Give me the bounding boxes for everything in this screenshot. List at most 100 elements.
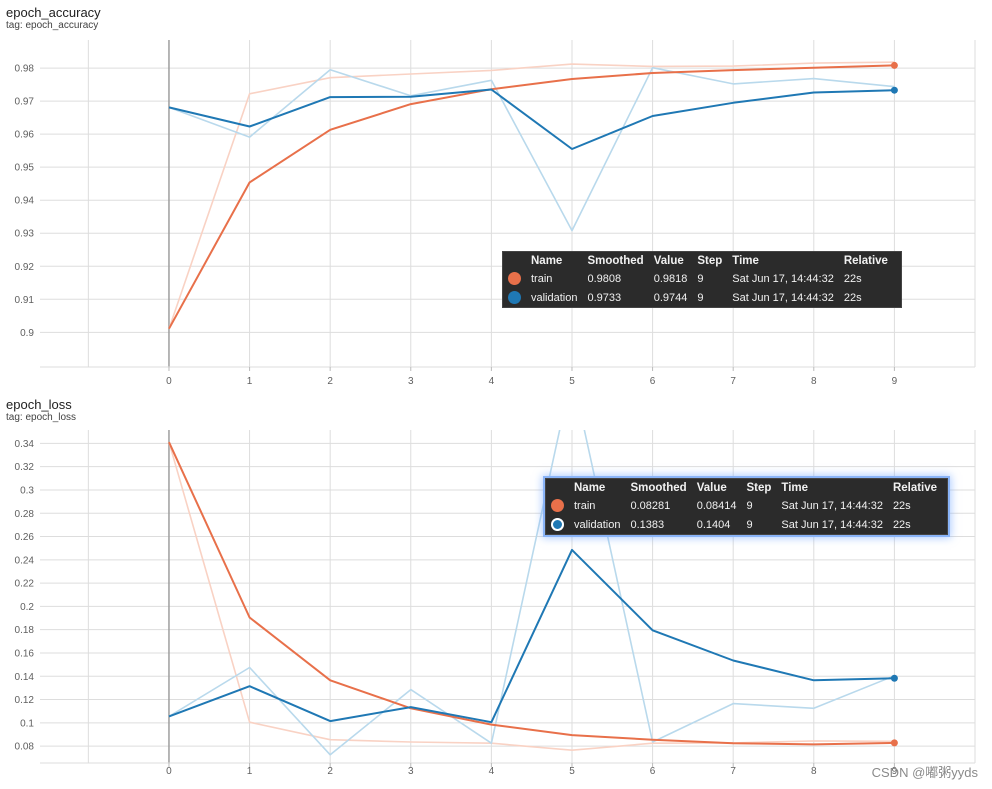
y-tick-label: 0.12 [15,695,35,706]
x-tick-label: 2 [327,766,333,777]
series-color-dot [508,272,521,285]
y-tick-label: 0.34 [15,439,35,450]
tooltip-row: train 0.9808 0.9818 9 Sat Jun 17, 14:44:32 22… [503,269,893,288]
accuracy-tooltip: Name Smoothed Value Step Time Relative train 0.… [502,251,902,308]
x-tick-label: 4 [489,766,495,777]
tooltip-header-cell: Name [574,482,606,494]
tooltip-smoothed: 0.9808 [587,272,622,285]
panel-tag: tag: epoch_loss [6,412,77,423]
tooltip-header-cell: Relative [843,255,888,267]
series-color-dot [508,291,521,304]
x-tick-label: 8 [811,376,817,387]
series-group [168,61,895,330]
tooltip-name: validation [574,518,621,531]
tooltip-header-cell: Value [696,482,727,494]
tooltip-row: validation 0.1383 0.1404 9 Sat Jun 17, 14:44… [546,515,942,534]
panel-title: epoch_loss [6,397,72,412]
x-tick-label: 8 [811,766,817,777]
tooltip-time: Sat Jun 17, 14:44:32 [732,291,834,304]
tooltip-relative: 22s [843,272,862,285]
tooltip-table: Name Smoothed Value Step Time Relative train 0.… [503,252,893,307]
loss-panel: epoch_loss tag: epoch_loss 0.08 0.1 0.12 0.… [0,392,992,789]
y-tick-label: 0.94 [15,196,35,207]
x-tick-label: 2 [327,376,333,387]
y-tick-label: 0.14 [15,672,35,683]
tooltip-name: train [574,499,596,512]
tooltip-header-cell: Step [697,255,723,267]
tooltip-table: Name Smoothed Value Step Time Relative train 0.… [546,479,942,534]
x-tick-label: 1 [247,766,253,777]
tooltip-header-row: Name Smoothed Value Step Time Relative [546,479,942,496]
loss-tooltip: Name Smoothed Value Step Time Relative train 0.… [545,478,948,535]
y-tick-label: 0.98 [15,64,35,75]
accuracy-panel: epoch_accuracy tag: epoch_accuracy 0.9 0.… [0,0,992,392]
y-tick-label: 0.1 [20,718,34,729]
tooltip-step: 9 [746,499,753,512]
x-tick-label: 9 [892,376,898,387]
tooltip-relative: 22s [892,499,911,512]
accuracy-chart[interactable]: 0.9 0.91 0.92 0.93 0.94 0.95 0.96 0.97 0.98 0 1 2 3 4… [0,0,992,392]
tooltip-step: 9 [697,291,704,304]
tooltip-time: Sat Jun 17, 14:44:32 [781,518,883,531]
panel-title: epoch_accuracy [6,5,101,20]
y-tick-label: 0.95 [15,163,35,174]
tooltip-step: 9 [697,272,704,285]
x-tick-label: 7 [730,376,736,387]
train-smoothed-line [168,64,895,330]
validation-smoothed-line [168,88,895,150]
tooltip-smoothed: 0.9733 [587,291,622,304]
tooltip-value: 0.08414 [696,499,737,512]
tooltip-header-cell: Time [781,482,809,494]
tooltip-name: train [531,272,553,285]
tooltip-time: Sat Jun 17, 14:44:32 [732,272,834,285]
series-group [168,430,895,756]
tooltip-step: 9 [746,518,753,531]
x-tick-label: 3 [408,766,414,777]
tooltip-time: Sat Jun 17, 14:44:32 [781,499,883,512]
y-tick-label: 0.93 [15,229,35,240]
tooltip-header-cell: Time [732,255,759,267]
tooltip-row: validation 0.9733 0.9744 9 Sat Jun 17, 14:44… [503,288,893,307]
y-tick-label: 0.28 [15,509,35,520]
tooltip-name: validation [531,291,578,304]
x-tick-label: 9 [892,766,898,777]
y-tick-label: 0.91 [15,295,35,306]
y-tick-label: 0.32 [15,462,35,473]
x-tick-label: 4 [489,376,495,387]
x-tick-label: 5 [569,376,575,387]
y-tick-label: 0.96 [15,130,35,141]
y-tick-label: 0.22 [15,579,35,590]
x-tick-label: 0 [166,376,172,387]
y-tick-label: 0.9 [20,328,34,339]
watermark: CSDN @嘟粥yyds [871,765,978,780]
validation-raw-line [168,66,895,232]
x-tick-label: 6 [650,766,656,777]
validation-raw-line [168,430,895,756]
tooltip-relative: 22s [843,291,862,304]
x-tick-label: 0 [166,766,172,777]
tooltip-value: 0.1404 [696,518,731,531]
train-raw-line [168,441,895,752]
tooltip-header-cell: Step [746,482,772,494]
validation-smoothed-line [168,548,895,724]
tooltip-value: 0.9744 [653,291,688,304]
tooltip-relative: 22s [892,518,911,531]
y-tick-label: 0.16 [15,648,35,659]
x-tick-label: 6 [650,376,656,387]
series-color-dot [551,518,564,531]
y-tick-label: 0.18 [15,625,35,636]
x-tick-label: 7 [730,766,736,777]
train-end-marker [890,739,898,747]
tooltip-header-cell [503,252,526,269]
validation-end-marker [890,86,898,94]
train-smoothed-line [168,441,895,746]
tooltip-header-cell: Smoothed [630,482,687,494]
train-raw-line [168,61,895,329]
tooltip-smoothed: 0.08281 [630,499,671,512]
loss-chart[interactable]: 0.08 0.1 0.12 0.14 0.16 0.18 0.2 0.22 0.24 0.26 0.… [0,392,992,789]
x-tick-label: 1 [247,376,253,387]
y-tick-label: 0.08 [15,742,35,753]
tooltip-header-cell: Relative [892,482,938,494]
y-tick-label: 0.24 [15,555,35,566]
tooltip-header-cell [546,479,569,496]
